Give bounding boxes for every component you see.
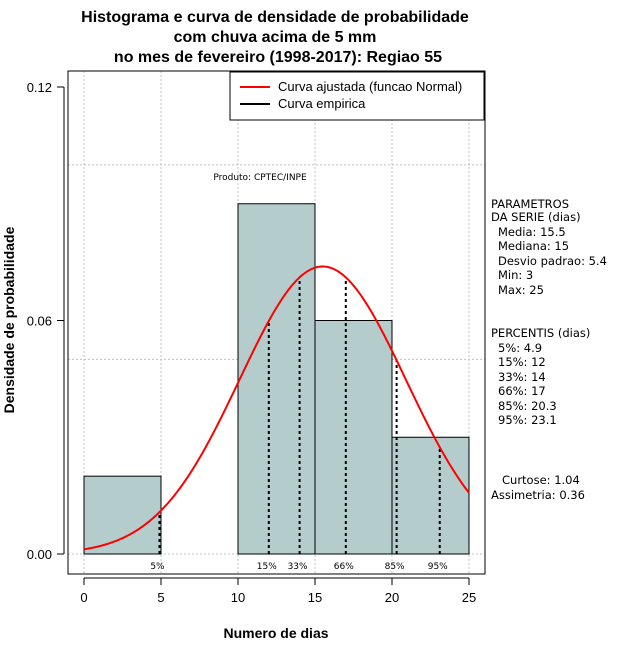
histogram-bar-0 [83,475,162,555]
x-tick-label-2: 10 [231,590,245,605]
x-axis-title: Numero de dias [223,625,328,641]
chart-title-line-3: no mes de fevereiro (1998-2017): Regiao … [114,49,442,66]
legend-box [229,71,485,121]
percentis-header: PERCENTIS (dias) [491,326,590,340]
curves [83,265,470,551]
normal-fit-curve [83,265,470,551]
y-tick-label-1: 0.06 [27,314,52,329]
percentil-85: 85%: 20.3 [498,399,557,413]
percentil-66: 66%: 17 [498,384,546,398]
assimetria: Assimetria: 0.36 [491,488,585,502]
legend-label-empirical: Curva empirica [278,96,366,111]
percentil-5: 5%: 4.9 [498,341,542,355]
chart-title-line-2: com chuva acima de 5 mm [174,29,377,46]
percentile-label-5: 95% [428,562,448,572]
percentil-15: 15%: 12 [498,355,546,369]
histogram-bars [83,203,470,555]
x-tick-label-1: 5 [157,590,164,605]
axes: 0 5 10 15 20 25 0.00 0.06 0.12 [27,80,477,605]
x-tick-label-5: 25 [462,590,476,605]
x-tick-label-0: 0 [80,590,87,605]
y-tick-label-0: 0.00 [27,547,52,562]
percentile-label-3: 66% [334,562,354,572]
legend-label-normal: Curva ajustada (funcao Normal) [278,79,462,94]
y-tick-label-2: 0.12 [27,80,52,95]
param-mediana: Mediana: 15 [498,239,569,253]
legend: Curva ajustada (funcao Normal) Curva emp… [229,71,485,121]
y-axis-title: Densidade de probabilidade [1,226,17,413]
product-credit: Produto: CPTEC/INPE [213,173,307,183]
side-panel: PARAMETROS DA SERIE (dias) Media: 15.5 M… [491,197,607,502]
parametros-header-2: DA SERIE (dias) [491,210,581,224]
percentil-33: 33%: 14 [498,370,546,384]
histogram-bar-3 [314,320,393,555]
x-tick-label-4: 20 [385,590,399,605]
chart-title-line-1: Histograma e curva de densidade de proba… [81,9,469,26]
param-media: Media: 15.5 [498,225,566,239]
percentil-95: 95%: 23.1 [498,413,557,427]
histogram-bar-4 [391,436,470,555]
x-tick-label-3: 15 [308,590,322,605]
param-max: Max: 25 [498,283,544,297]
param-desvio: Desvio padrao: 5.4 [498,254,607,268]
histogram-bar-2 [237,203,316,555]
percentile-lines: 5% 15% 33% 66% 85% 95% [150,277,448,572]
percentile-label-4: 85% [385,562,405,572]
plot-frame [67,70,486,575]
param-min: Min: 3 [498,268,533,282]
curtose: Curtose: 1.04 [502,473,580,487]
percentile-label-0: 5% [150,562,165,572]
parametros-header-1: PARAMETROS [491,197,569,211]
percentile-label-2: 33% [288,562,308,572]
percentile-label-1: 15% [257,562,277,572]
